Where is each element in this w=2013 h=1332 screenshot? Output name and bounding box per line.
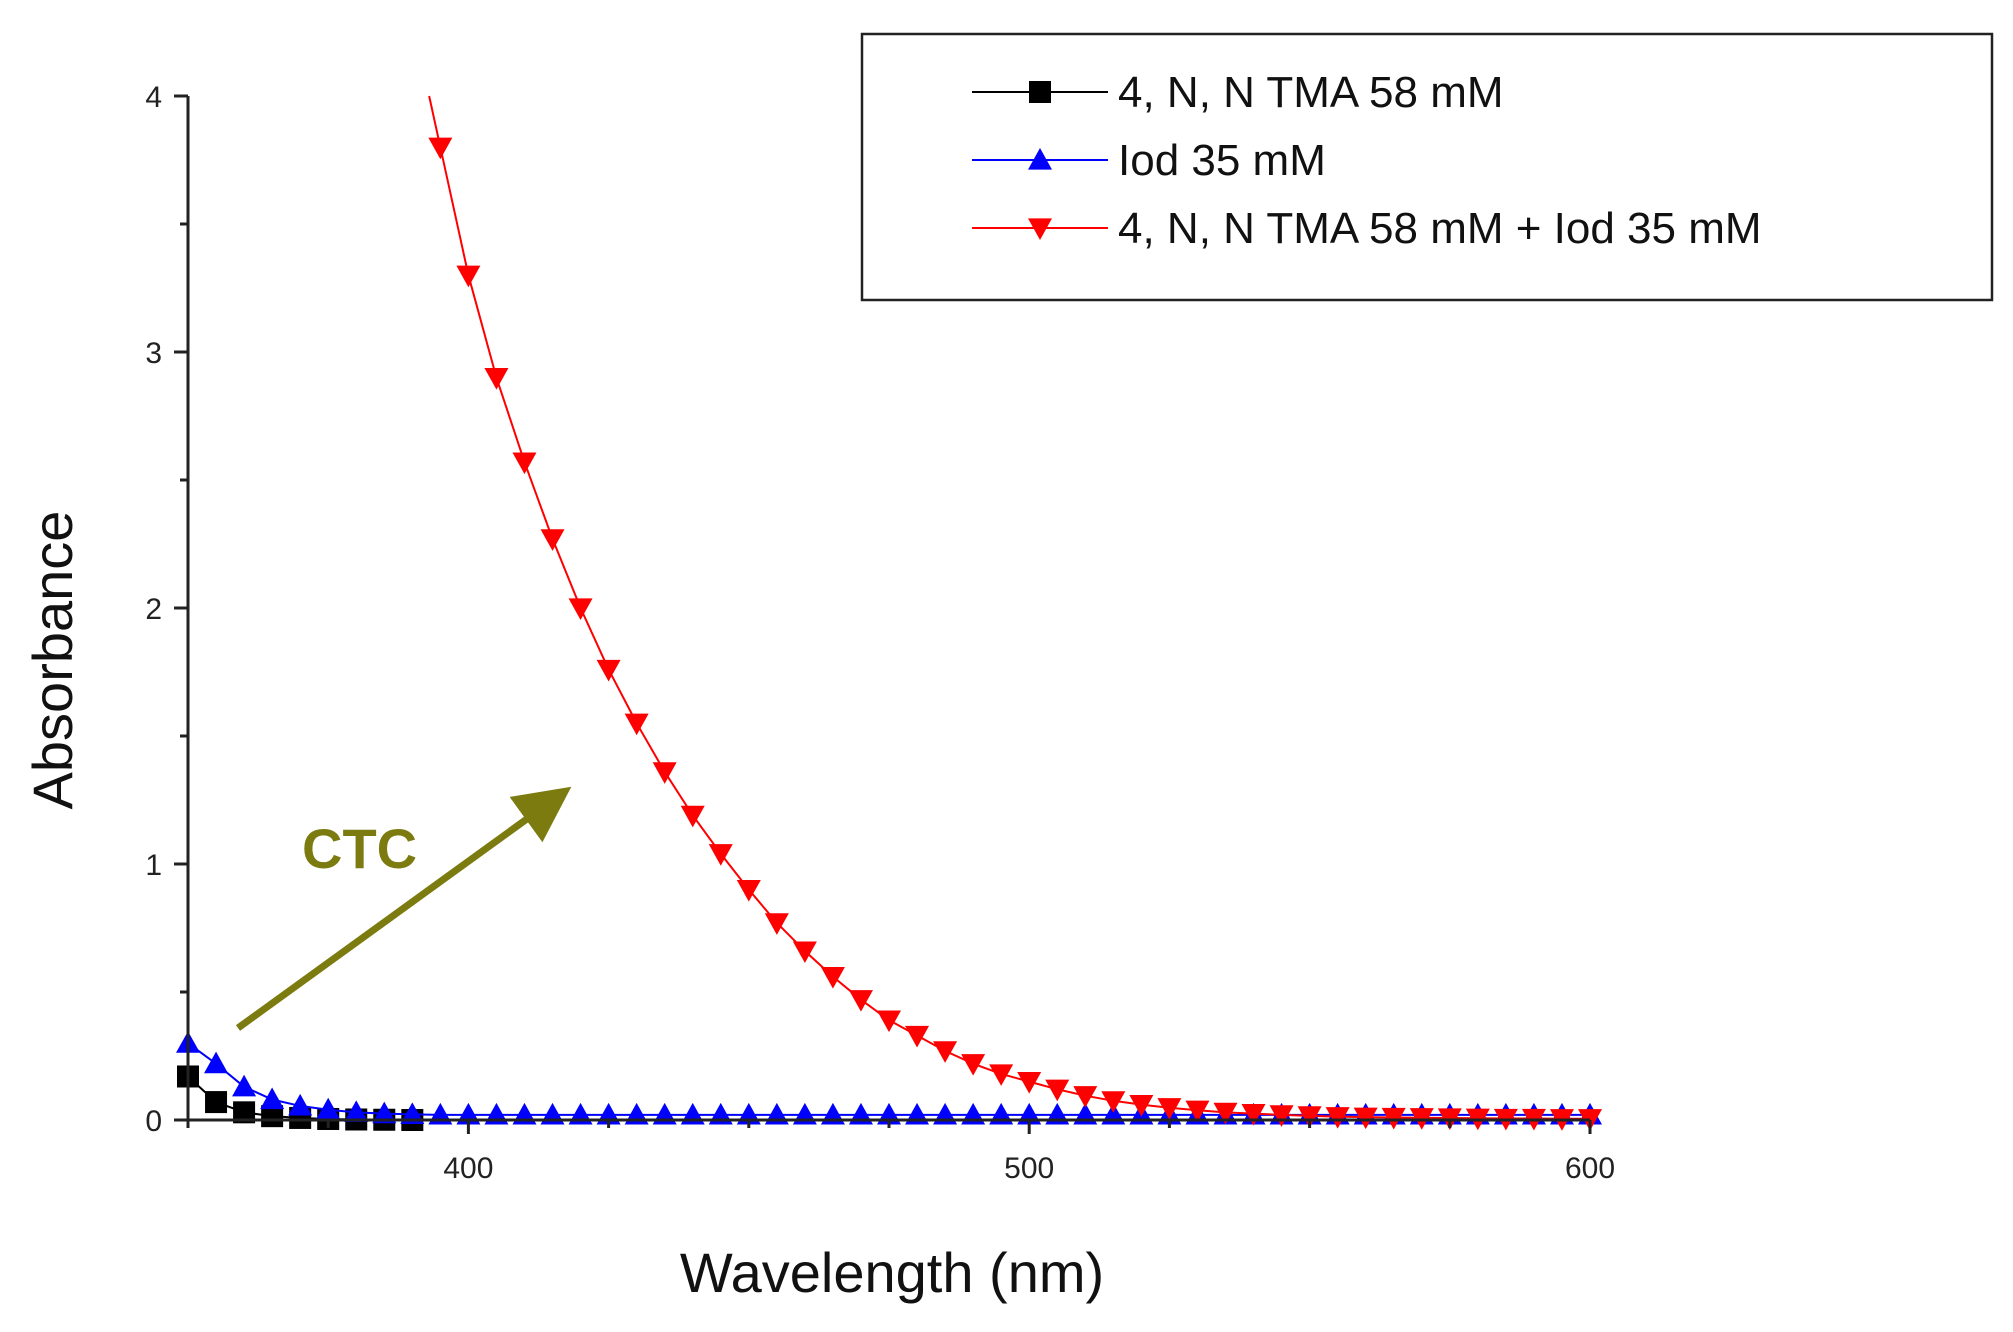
legend: 4, N, N TMA 58 mM Iod 35 mM 4, N, N TMA 58… [860,32,1994,302]
data-point [1325,1107,1350,1129]
data-point [848,990,873,1012]
data-point [652,762,677,784]
data-point [260,1087,285,1110]
data-point [1045,1079,1070,1102]
x-tick-label: 500 [1004,1152,1054,1185]
data-point [877,1010,901,1033]
legend-marker [1029,81,1051,103]
data-point [568,598,593,620]
y-tick-label: 4 [145,81,162,114]
y-tick-label: 3 [145,337,162,370]
data-point [1269,1105,1294,1127]
data-point [596,659,621,682]
data-point [905,1025,930,1048]
data-point [1353,1107,1378,1130]
data-point [316,1097,341,1120]
x-tick-label: 600 [1565,1152,1615,1185]
y-tick-label: 0 [145,1105,162,1138]
data-point [989,1064,1014,1086]
data-point [428,137,453,160]
legend-marker [1028,148,1052,170]
data-point [1213,1102,1238,1125]
data-point [1297,1106,1322,1128]
legend-label: 4, N, N TMA 58 mM [1118,68,1504,117]
x-tick-label: 400 [443,1152,493,1185]
legend-marker [1028,218,1052,240]
legend-item: 4, N, N TMA 58 mM + Iod 35 mM [972,204,1762,253]
ctc-annotation: CTC [235,786,572,1031]
axes: 0 1 2 3 4 400 500 600 [145,81,1615,1185]
x-axis-title: Wavelength (nm) [680,1241,1104,1304]
y-tick-label: 2 [145,593,162,626]
data-point [933,1041,958,1063]
legend-item: Iod 35 mM [972,136,1326,185]
data-point [792,941,817,964]
data-point [456,265,481,288]
data-point [1101,1091,1126,1113]
data-point [484,368,509,390]
data-point [1017,1072,1042,1094]
data-point [1185,1100,1210,1123]
legend-item: 4, N, N TMA 58 mM [972,68,1504,117]
data-point [233,1101,256,1124]
data-point [261,1105,284,1128]
ctc-label: CTC [302,817,417,880]
data-point [961,1054,986,1076]
y-tick-label: 1 [145,849,162,882]
data-point [204,1051,229,1074]
legend-label: 4, N, N TMA 58 mM + Iod 35 mM [1118,204,1762,253]
data-point [680,805,705,828]
data-point [205,1091,228,1114]
data-point [1157,1098,1182,1120]
data-point [540,529,565,551]
data-point [1241,1104,1266,1126]
legend-label: Iod 35 mM [1118,136,1326,185]
data-point [708,844,733,866]
y-axis-title: Absorbance [21,511,84,810]
ctc-arrow [235,786,572,1031]
data-point [512,452,537,475]
data-point [1129,1095,1154,1117]
data-point [764,913,789,935]
data-point [736,880,761,902]
data-point [232,1074,257,1097]
data-point [624,713,649,736]
data-point [820,967,845,989]
data-point [1073,1086,1098,1108]
data-point [288,1093,313,1116]
data-point [372,1101,397,1124]
data-point [344,1100,369,1122]
